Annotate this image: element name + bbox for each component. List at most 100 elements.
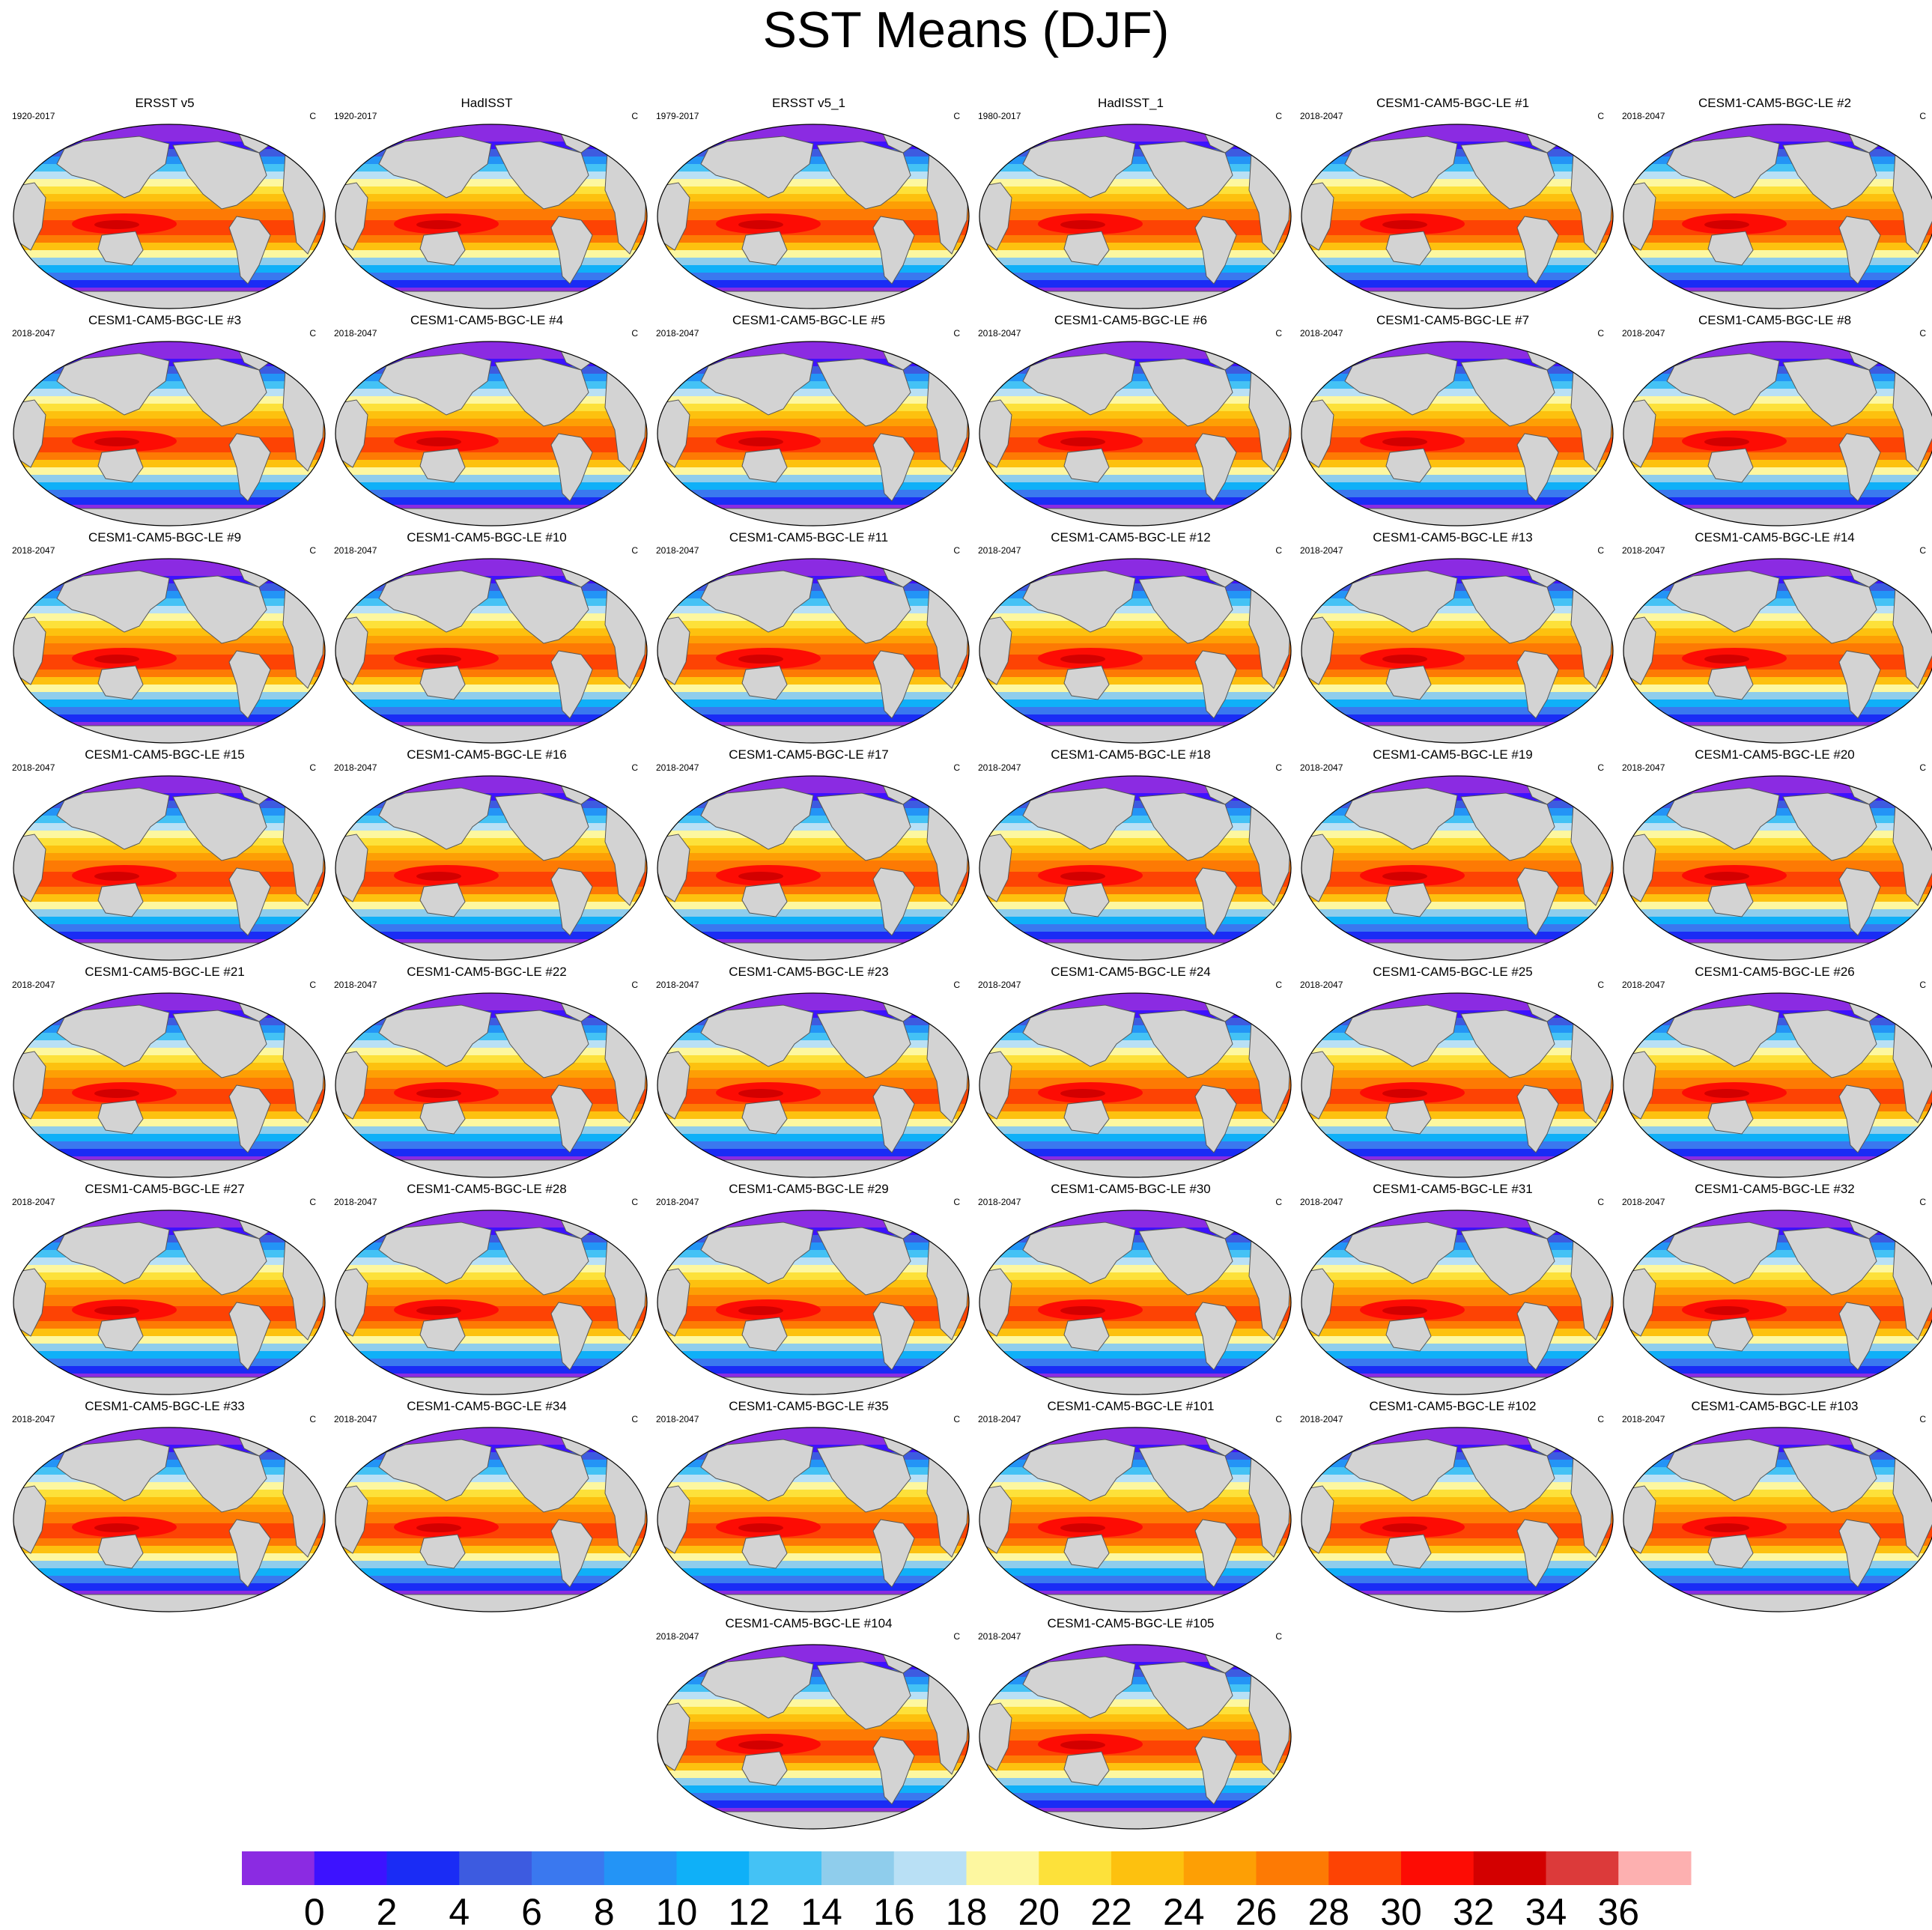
sst-band bbox=[1301, 366, 1613, 374]
sst-band bbox=[1623, 411, 1932, 419]
sst-band bbox=[1301, 452, 1613, 461]
sst-band bbox=[335, 1329, 647, 1337]
landmass bbox=[657, 1485, 690, 1554]
sst-band bbox=[979, 823, 1291, 831]
sst-band bbox=[979, 164, 1291, 172]
sst-map bbox=[657, 775, 970, 961]
sst-band bbox=[1623, 613, 1932, 622]
sst-band bbox=[979, 250, 1291, 258]
panel-units: C bbox=[631, 545, 638, 556]
sst-band bbox=[1301, 482, 1613, 491]
sst-band bbox=[657, 1707, 969, 1715]
map-outline bbox=[335, 558, 648, 744]
sst-band bbox=[1301, 1265, 1613, 1273]
landmass bbox=[1460, 141, 1555, 210]
sst-band bbox=[13, 1576, 325, 1584]
sst-band bbox=[657, 157, 969, 165]
sst-band bbox=[657, 342, 969, 359]
sst-band bbox=[657, 1467, 969, 1475]
landmass bbox=[1194, 1519, 1237, 1588]
sst-band bbox=[1301, 1344, 1613, 1352]
panel-period: 2018-2047 bbox=[334, 762, 377, 773]
landmass bbox=[872, 216, 915, 285]
landmass bbox=[741, 231, 788, 266]
warm-pool-core bbox=[94, 437, 139, 446]
sst-band bbox=[979, 235, 1291, 243]
sst-band bbox=[335, 1210, 647, 1228]
map-panel: CESM1-CAM5-BGC-LE #21 2018-2047 C bbox=[4, 965, 326, 1182]
landmass bbox=[1344, 570, 1458, 633]
panel-units: C bbox=[1597, 1197, 1604, 1207]
sst-band bbox=[1623, 816, 1932, 824]
sst-band bbox=[335, 909, 647, 917]
sst-band bbox=[13, 613, 325, 622]
sst-band bbox=[979, 909, 1291, 917]
sst-band bbox=[979, 1321, 1291, 1329]
map-outline bbox=[1301, 775, 1614, 961]
sst-band bbox=[13, 265, 325, 273]
landmass bbox=[1385, 1099, 1432, 1135]
panel-title: CESM1-CAM5-BGC-LE #16 bbox=[407, 747, 567, 762]
sst-band bbox=[657, 1427, 969, 1445]
warm-pool-core bbox=[1704, 1523, 1749, 1532]
sst-band bbox=[1623, 172, 1932, 180]
sst-band bbox=[1301, 1505, 1613, 1513]
sst-band bbox=[657, 801, 969, 809]
sst-band bbox=[1301, 1287, 1613, 1296]
sst-band bbox=[1301, 598, 1613, 607]
sst-band bbox=[1623, 381, 1932, 389]
sst-band bbox=[1623, 846, 1932, 854]
warm-pool-core bbox=[1704, 655, 1749, 664]
landmass bbox=[97, 231, 144, 266]
sst-band bbox=[335, 1553, 647, 1562]
sst-band bbox=[1623, 1538, 1932, 1547]
sst-band bbox=[1623, 917, 1932, 925]
sst-band bbox=[335, 1025, 647, 1034]
landmass bbox=[979, 616, 1012, 685]
sst-band bbox=[13, 389, 325, 397]
sst-band bbox=[1623, 1210, 1932, 1228]
colorbar-swatch bbox=[1256, 1851, 1329, 1885]
sst-band bbox=[13, 993, 325, 1011]
colorbar-tick-label: 4 bbox=[449, 1891, 470, 1930]
sst-band bbox=[657, 1329, 969, 1337]
sst-band bbox=[979, 902, 1291, 910]
landmass bbox=[741, 882, 788, 917]
sst-band bbox=[979, 1141, 1291, 1150]
sst-band bbox=[1301, 700, 1613, 708]
sst-band bbox=[1301, 636, 1613, 644]
map-outline bbox=[1623, 341, 1932, 526]
panel-units: C bbox=[309, 111, 316, 121]
landmass bbox=[97, 448, 144, 483]
sst-band bbox=[1301, 157, 1613, 165]
sst-map bbox=[13, 775, 326, 961]
sst-band bbox=[13, 1210, 325, 1228]
sst-band bbox=[979, 1467, 1291, 1475]
sst-band bbox=[979, 1770, 1291, 1779]
landmass bbox=[228, 1084, 271, 1153]
sst-band bbox=[657, 1025, 969, 1034]
landmass bbox=[1666, 1439, 1780, 1502]
landmass bbox=[1838, 1519, 1881, 1588]
sst-band bbox=[13, 1336, 325, 1344]
sst-band bbox=[979, 1684, 1291, 1693]
panel-title: CESM1-CAM5-BGC-LE #11 bbox=[729, 530, 889, 544]
sst-band bbox=[1301, 1149, 1613, 1157]
landmass bbox=[979, 1702, 1012, 1771]
landmass bbox=[1666, 1222, 1780, 1284]
sst-band bbox=[1301, 490, 1613, 498]
sst-band bbox=[335, 179, 647, 187]
map-panel: CESM1-CAM5-BGC-LE #20 2018-2047 C bbox=[1614, 747, 1932, 965]
map-outline bbox=[335, 1427, 648, 1612]
landmass bbox=[335, 616, 368, 685]
landmass bbox=[816, 1444, 911, 1513]
panel-title: CESM1-CAM5-BGC-LE #3 bbox=[88, 313, 242, 327]
sst-band bbox=[13, 1505, 325, 1513]
panel-units: C bbox=[309, 762, 316, 773]
sst-map bbox=[657, 1427, 970, 1612]
map-outline bbox=[979, 341, 1292, 526]
sst-band bbox=[979, 894, 1291, 902]
sst-band bbox=[335, 467, 647, 476]
sst-band bbox=[979, 460, 1291, 468]
sst-band bbox=[1301, 1111, 1613, 1120]
